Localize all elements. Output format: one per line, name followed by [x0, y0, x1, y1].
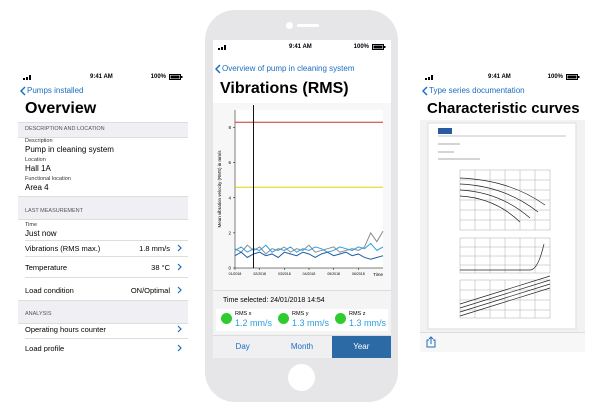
- back-chevron[interactable]: [422, 86, 428, 96]
- tab[interactable]: Day: [235, 342, 250, 351]
- x-tick-label: 06/2018: [352, 272, 365, 276]
- row-value: 38 °C: [151, 263, 170, 272]
- row-value: 1.8 mm/s: [139, 244, 170, 253]
- tab[interactable]: Month: [290, 342, 314, 351]
- signal-icon: [425, 75, 433, 80]
- screen-title: Characteristic curves: [427, 100, 580, 117]
- field-label: Location: [25, 157, 46, 163]
- legend-dot: [221, 313, 232, 324]
- legend-name: RMS x: [235, 311, 252, 317]
- row-label[interactable]: Operating hours counter: [25, 325, 106, 334]
- field-label: Functional location: [25, 176, 71, 182]
- legend-value: 1.3 mm/s: [349, 318, 387, 328]
- status-time: 9:41 AM: [488, 74, 511, 80]
- vibration-chart: Mean vibration velocity (RMS) in mm/s 0 2 4…: [213, 103, 391, 290]
- home-button[interactable]: [288, 364, 315, 391]
- back-link[interactable]: Type series documentation: [429, 86, 525, 95]
- legend-name: RMS z: [349, 311, 366, 317]
- section-band: [18, 300, 188, 324]
- back-link[interactable]: Pumps installed: [27, 86, 84, 95]
- x-tick-label: 04/2018: [303, 272, 316, 276]
- field-label: Description: [25, 138, 53, 144]
- plot-area: [235, 110, 383, 268]
- field-value: Pump in cleaning system: [25, 145, 114, 154]
- section-header: DESCRIPTION AND LOCATION: [25, 126, 105, 132]
- status-battery: 100%: [150, 74, 166, 80]
- row-chevron[interactable]: [177, 344, 182, 352]
- row-chevron[interactable]: [177, 263, 182, 271]
- row-label[interactable]: Load profile: [25, 344, 65, 352]
- field-value: Hall 1A: [25, 164, 51, 173]
- x-axis-title: Time: [373, 272, 383, 277]
- screen-title: Vibrations (RMS): [220, 80, 349, 97]
- battery-icon: [169, 74, 183, 80]
- status-battery: 100%: [547, 74, 563, 80]
- document-preview[interactable]: [420, 120, 585, 332]
- y-tick-label: 2: [228, 230, 231, 235]
- legend-value: 1.2 mm/s: [235, 318, 273, 328]
- x-tick-label: 02/2018: [253, 272, 266, 276]
- separator: [25, 256, 188, 257]
- row-chevron[interactable]: [177, 286, 182, 294]
- legend-name: RMS y: [292, 311, 309, 317]
- y-tick-label: 6: [228, 160, 231, 165]
- separator: [25, 277, 188, 278]
- y-tick-label: 4: [228, 195, 231, 200]
- overview-screen: 9:41 AM 100% Pumps installed Overview DE…: [18, 70, 188, 352]
- row-label[interactable]: Vibrations (RMS max.): [25, 244, 101, 253]
- x-tick-label: 05/2018: [327, 272, 340, 276]
- signal-icon: [23, 75, 31, 80]
- y-tick-label: 0: [228, 266, 231, 271]
- row-value: ON/Optimal: [130, 286, 170, 295]
- back-link[interactable]: Overview of pump in cleaning system: [222, 64, 355, 73]
- row-chevron[interactable]: [177, 325, 182, 333]
- separator: [25, 338, 188, 339]
- vibration-screen: 9:41 AM 100% Overview of pump in cleanin…: [213, 40, 391, 358]
- camera: [286, 22, 293, 29]
- field-label: Time: [25, 222, 38, 228]
- data-line: [234, 242, 384, 253]
- section-header: LAST MEASUREMENT: [25, 208, 83, 214]
- screen-title: Overview: [25, 100, 97, 117]
- status-battery: 100%: [353, 44, 369, 50]
- section-band: [18, 196, 188, 220]
- row-label[interactable]: Temperature: [25, 263, 68, 272]
- y-tick-label: 8: [228, 125, 231, 130]
- status-time: 9:41 AM: [289, 44, 312, 50]
- document-screen: 9:41 AM 100% Type series documentation C…: [420, 70, 585, 352]
- section-header: ANALYSIS: [25, 311, 52, 317]
- section-band: [18, 122, 188, 138]
- share-button[interactable]: [426, 336, 436, 348]
- signal-icon: [218, 45, 226, 50]
- field-value: Area 4: [25, 183, 49, 192]
- back-chevron[interactable]: [215, 64, 221, 74]
- legend-dot: [278, 313, 289, 324]
- legend-value: 1.3 mm/s: [292, 318, 330, 328]
- back-chevron[interactable]: [20, 86, 26, 96]
- row-chevron[interactable]: [177, 244, 182, 252]
- row-label[interactable]: Load condition: [25, 286, 74, 295]
- legend-dot: [335, 313, 346, 324]
- battery-icon: [566, 74, 580, 80]
- data-line: [234, 230, 384, 255]
- time-selected: Time selected: 24/01/2018 14:54: [223, 297, 325, 304]
- y-axis-title: Mean vibration velocity (RMS) in mm/s: [217, 150, 222, 228]
- x-tick-label: 01/2018: [229, 272, 242, 276]
- battery-icon: [372, 44, 386, 50]
- toolbar: [420, 332, 585, 352]
- x-tick-label: 03/2018: [278, 272, 291, 276]
- separator: [25, 240, 188, 241]
- status-time: 9:41 AM: [90, 74, 113, 80]
- tab-selected[interactable]: Year: [331, 336, 391, 358]
- speaker: [297, 24, 319, 27]
- field-value: Just now: [25, 229, 57, 238]
- data-line: [234, 251, 384, 260]
